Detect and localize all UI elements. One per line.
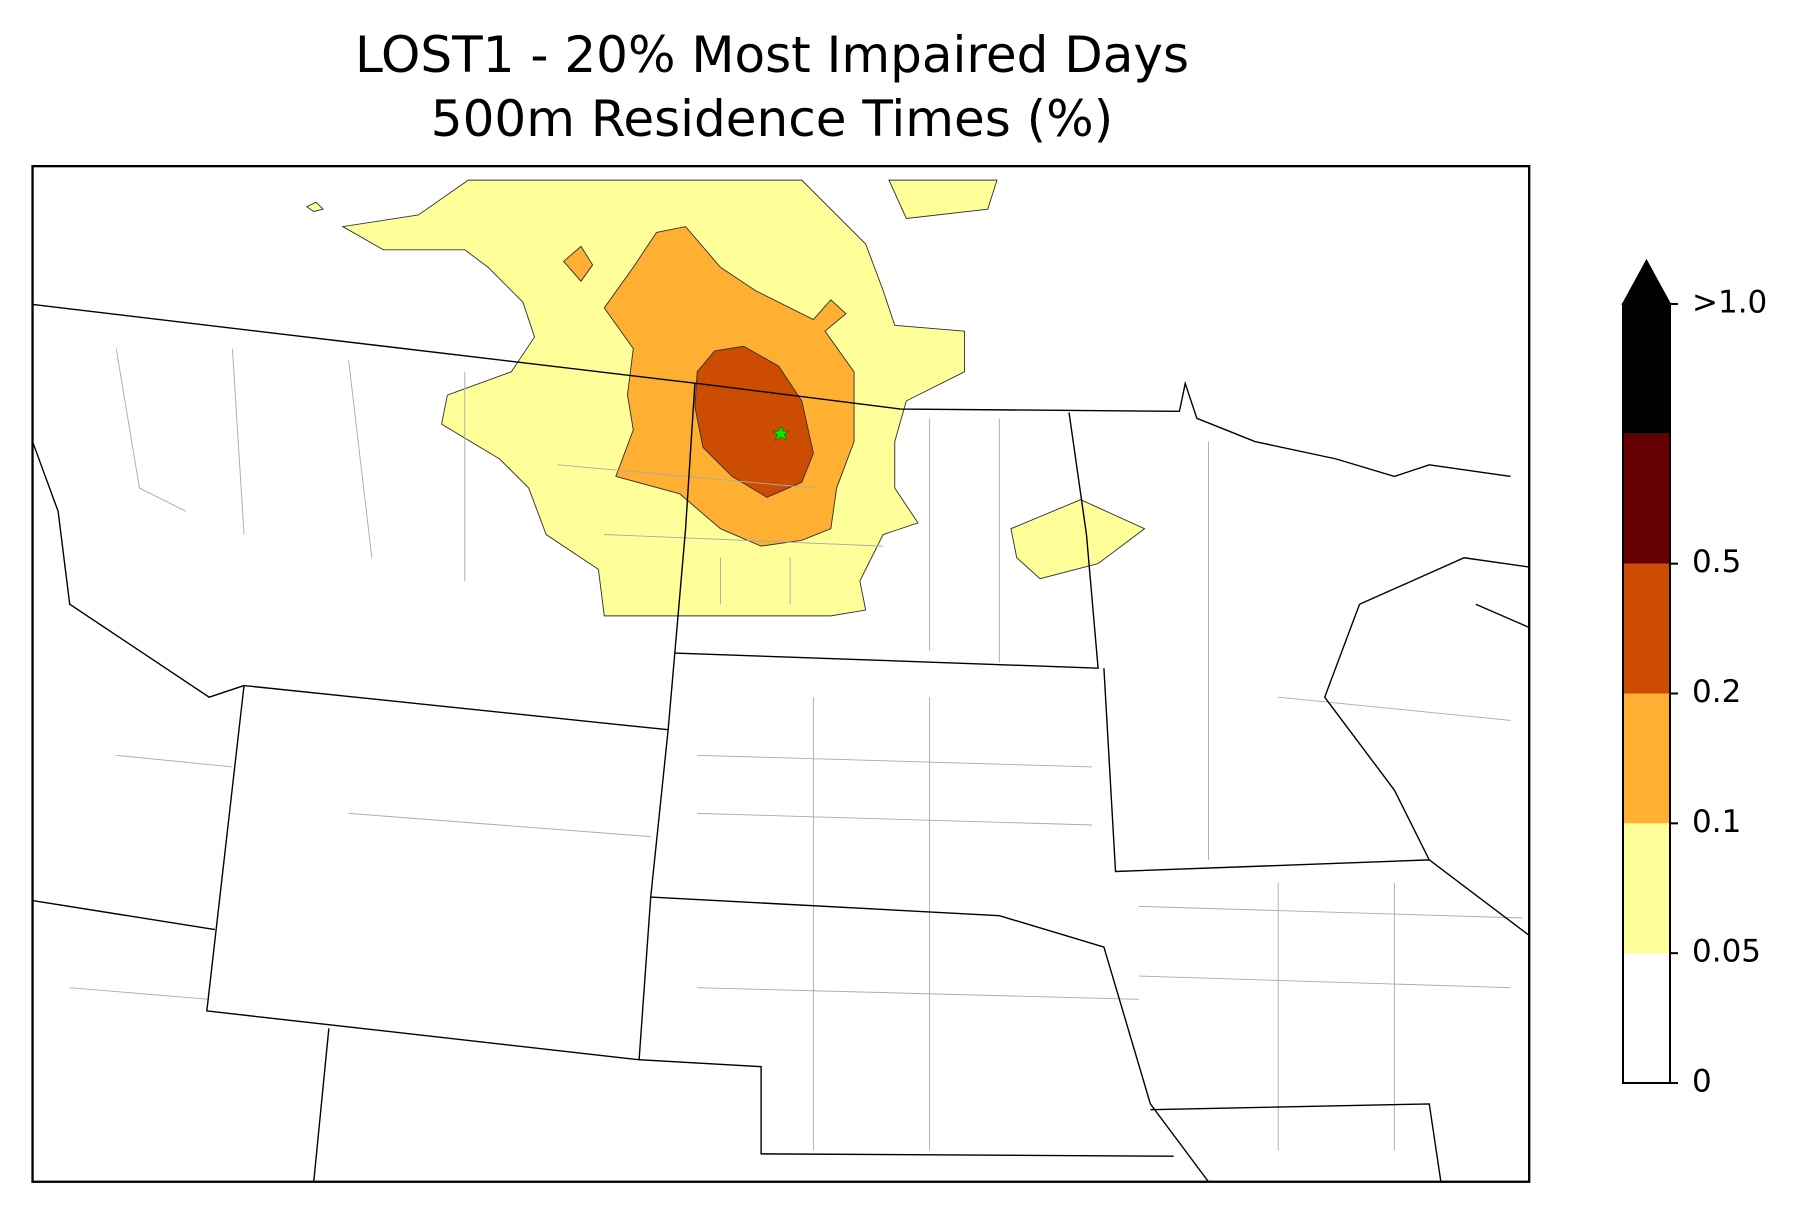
colorbar-frame xyxy=(1622,303,1671,1084)
map xyxy=(31,165,1531,1183)
title-line: LOST1 - 20% Most Impaired Days xyxy=(355,26,1189,84)
colorbar-label: 0.05 xyxy=(1692,934,1761,970)
colorbar-segment xyxy=(1623,953,1670,1083)
colorbar-label: 0.2 xyxy=(1692,674,1741,710)
contour-low xyxy=(1010,499,1146,580)
colorbar-segment xyxy=(1623,823,1670,954)
county-lines xyxy=(69,348,1523,1151)
map-frame xyxy=(31,165,1531,1183)
colorbar-segment xyxy=(1623,563,1670,694)
colorbar-segment xyxy=(1623,693,1670,824)
site-marker xyxy=(771,425,790,442)
contour-high xyxy=(694,345,814,498)
colorbar-segment xyxy=(1623,433,1670,564)
title-line: 500m Residence Times (%) xyxy=(431,90,1113,148)
colorbar-label: 0.1 xyxy=(1692,804,1741,840)
contour-low xyxy=(888,179,998,219)
colorbar-segment xyxy=(1623,304,1670,434)
contour-mid xyxy=(562,245,594,282)
colorbar-label: >1.0 xyxy=(1692,285,1767,321)
colorbar-label: 0 xyxy=(1692,1064,1712,1100)
colorbar-extension xyxy=(1621,258,1672,305)
contours xyxy=(305,179,1146,617)
colorbar-label: 0.5 xyxy=(1692,544,1741,580)
contour-low xyxy=(305,201,324,212)
colorbar: 0 0.05 0.1 0.2 0.5 >1.0 xyxy=(1621,258,1767,1100)
state-lines xyxy=(31,303,1530,1183)
